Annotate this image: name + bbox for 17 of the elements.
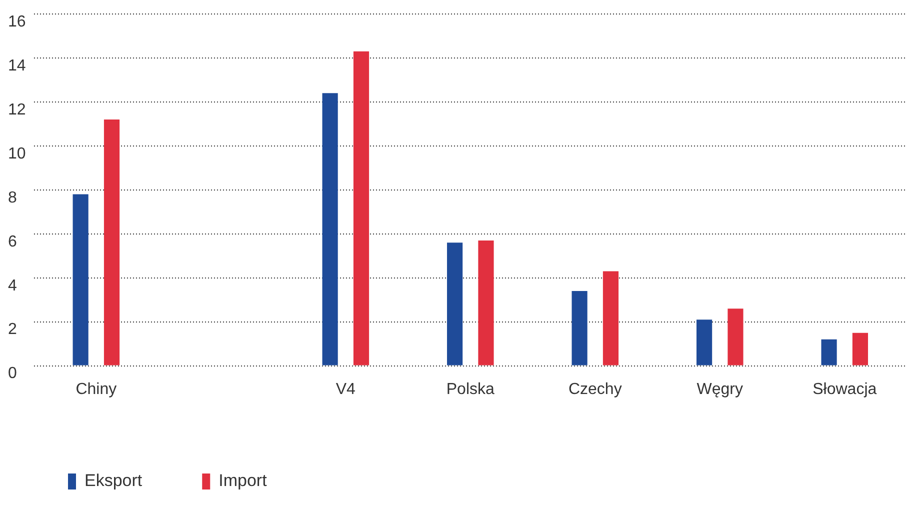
y-tick-label: 12 bbox=[8, 101, 26, 118]
x-tick-label: V4 bbox=[336, 380, 356, 398]
y-tick-label: 10 bbox=[8, 145, 26, 162]
y-tick-label: 8 bbox=[8, 189, 17, 206]
y-tick-label: 2 bbox=[8, 321, 17, 338]
y-tick-label: 14 bbox=[8, 57, 26, 74]
legend-label: Import bbox=[218, 471, 268, 490]
x-tick-label: Czechy bbox=[568, 380, 622, 398]
y-tick-label: 4 bbox=[8, 277, 17, 294]
x-tick-label: Słowacja bbox=[812, 380, 877, 398]
y-tick-label: 6 bbox=[8, 233, 17, 250]
legend-label: Eksport bbox=[84, 471, 142, 490]
x-tick-label: Chiny bbox=[76, 380, 117, 398]
x-tick-label: Polska bbox=[446, 380, 495, 398]
y-tick-label: 0 bbox=[8, 365, 17, 382]
y-tick-label: 16 bbox=[8, 13, 26, 30]
x-tick-label: Węgry bbox=[696, 380, 743, 398]
